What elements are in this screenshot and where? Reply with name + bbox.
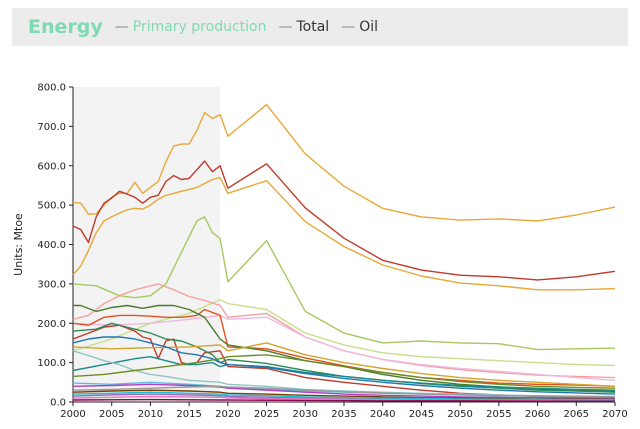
x-tick-label: 2020 (215, 409, 240, 420)
series-line (72, 398, 615, 402)
x-tick-label: 2030 (293, 409, 318, 420)
y-tick-label: 700.0 (37, 122, 66, 133)
crumb-separator: — (278, 19, 293, 35)
series-line (72, 342, 616, 387)
crumb-label: Oil (359, 19, 378, 35)
y-tick-label: 400.0 (37, 240, 66, 251)
y-tick-label: 300.0 (37, 279, 66, 290)
series-line (72, 383, 615, 399)
breadcrumb-oil[interactable]: — Oil (341, 19, 378, 35)
series-line (72, 322, 616, 393)
series-line (72, 283, 616, 379)
series-line (72, 395, 615, 402)
y-tick-label: 100.0 (37, 358, 66, 369)
series-line (72, 336, 616, 395)
x-tick-label: 2060 (525, 409, 550, 420)
chart-header: Energy — Primary production — Total — Oil (12, 8, 628, 46)
x-tick-label: 2055 (486, 409, 511, 420)
series-line (72, 385, 616, 398)
breadcrumb-primary-production[interactable]: — Primary production (115, 19, 267, 35)
x-tick-label: 2065 (564, 409, 589, 420)
x-tick-label: 2050 (447, 409, 472, 420)
series-line (72, 314, 616, 381)
x-tick-label: 2040 (370, 409, 395, 420)
y-tick-label: 200.0 (37, 319, 66, 330)
x-tick-label: 2035 (331, 409, 356, 420)
x-tick-label: 2025 (254, 409, 279, 420)
series-line (72, 354, 616, 389)
crumb-separator: — (341, 19, 356, 35)
y-tick-label: 800.0 (37, 83, 66, 94)
breadcrumb-total[interactable]: — Total (278, 19, 329, 35)
series-line (72, 160, 616, 281)
page-title: Energy (28, 16, 103, 38)
series-layer (72, 104, 616, 402)
x-tick-label: 2000 (60, 409, 85, 420)
x-tick-label: 2015 (176, 409, 201, 420)
series-line (72, 391, 615, 401)
x-tick-label: 2010 (138, 409, 163, 420)
y-axis-label: Units: Mtoe (12, 213, 25, 276)
y-tick-label: 0.0 (50, 398, 66, 409)
historical-shading-layer (73, 87, 221, 402)
x-tick-label: 2005 (99, 409, 124, 420)
series-line (72, 308, 616, 387)
crumb-label: Total (296, 19, 330, 35)
series-line (72, 216, 616, 351)
crumb-label: Primary production (132, 19, 267, 35)
y-tick-label: 500.0 (37, 201, 66, 212)
axes-layer: 0.0 100.0 200.0 300.0 400.0 500.0 600.0 700.0 80… (37, 83, 627, 421)
y-tick-label: 600.0 (37, 161, 66, 172)
series-line (72, 176, 616, 291)
series-line (72, 298, 616, 367)
series-line (72, 324, 616, 399)
x-tick-label: 2070 (602, 409, 627, 420)
x-tick-label: 2045 (409, 409, 434, 420)
series-line (72, 350, 616, 398)
historical-shading (73, 87, 221, 402)
crumb-separator: — (114, 19, 129, 35)
